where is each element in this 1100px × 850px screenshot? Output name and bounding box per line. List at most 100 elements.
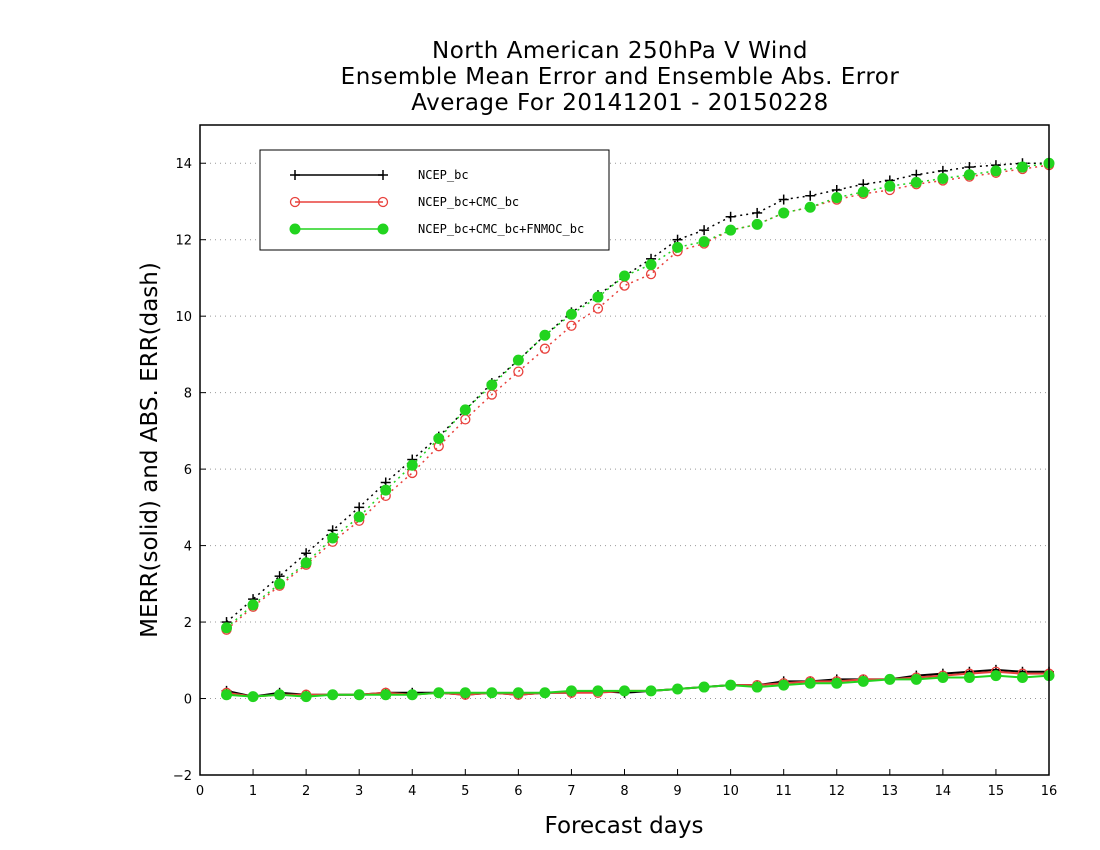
abs-error-point [539, 343, 551, 354]
abs-error-point [1016, 161, 1028, 173]
abs-error-point [751, 218, 763, 230]
abs-error-point [698, 236, 710, 248]
legend-entry: NCEP_bc [290, 168, 469, 182]
mean-error-point [831, 677, 843, 689]
mean-error-point [1016, 672, 1028, 683]
mean-error-point [698, 681, 710, 693]
abs-error-line [226, 162, 1050, 629]
legend-entry: NCEP_bc+CMC_bc+FNMOC_bc [289, 222, 584, 236]
legend-marker [377, 223, 389, 235]
abs-error-point [327, 532, 339, 544]
mean-error-point [937, 672, 949, 683]
y-tick-label: 14 [175, 157, 192, 172]
mean-error-point [274, 689, 286, 701]
mean-error-point [592, 685, 604, 697]
abs-error-point [831, 192, 843, 204]
abs-error-point [963, 169, 975, 181]
mean-error-point [857, 675, 869, 687]
grid-lines [200, 162, 1049, 776]
abs-error-point [645, 259, 657, 271]
abs-error-point [353, 511, 365, 523]
x-tick-label: 10 [722, 784, 739, 799]
x-tick-label: 0 [196, 784, 204, 799]
mean-error-line [226, 668, 1049, 698]
legend-marker [378, 170, 388, 180]
y-tick-label: 10 [175, 310, 192, 325]
abs-error-point [910, 176, 922, 188]
abs-error-point [301, 548, 312, 559]
chart-title-line-1: North American 250hPa V Wind [432, 38, 808, 64]
mean-error-point [433, 687, 445, 699]
legend: NCEP_bc NCEP_bc+CMC_bc NCEP_bc+CMC_bc+FNMO… [259, 149, 610, 251]
legend-label: NCEP_bc [418, 168, 469, 182]
abs-error-point [857, 186, 869, 198]
mean-error-point [672, 683, 684, 695]
abs-error-point [804, 201, 816, 213]
abs-error-point [513, 366, 524, 377]
abs-error-point [619, 270, 630, 282]
x-tick-label: 15 [988, 784, 1005, 799]
mean-error-point [910, 673, 922, 685]
legend-marker [377, 196, 389, 208]
mean-error-point [247, 691, 259, 703]
mean-error-point [353, 689, 365, 701]
abs-error-point [619, 280, 630, 291]
mean-error-point [645, 685, 657, 697]
abs-error-point [805, 190, 816, 201]
legend-label: NCEP_bc+CMC_bc+FNMOC_bc [418, 222, 584, 236]
abs-error-point [592, 303, 604, 314]
mean-error-point [406, 689, 418, 701]
x-tick-label: 9 [673, 784, 681, 799]
y-tick-label: 6 [184, 463, 192, 478]
x-tick-label: 8 [620, 784, 628, 799]
legend-box [259, 149, 610, 251]
mean-error-line [226, 674, 1050, 698]
legend-marker [290, 170, 300, 180]
mean-error-point [884, 673, 896, 685]
abs-error-line [226, 162, 1049, 623]
x-tick-label: 5 [461, 784, 469, 799]
y-tick-label: 12 [175, 234, 192, 249]
x-tick-label: 16 [1041, 784, 1058, 799]
abs-error-point [433, 433, 445, 445]
abs-error-point [725, 224, 737, 236]
chart-title-line-3: Average For 20141201 - 20150228 [411, 90, 829, 116]
abs-error-point [566, 320, 577, 331]
x-tick-label: 11 [775, 784, 792, 799]
abs-error-point [565, 308, 577, 320]
y-tick-label: −2 [173, 769, 192, 784]
abs-error-point [300, 557, 312, 569]
legend-marker [289, 223, 301, 235]
y-tick-label: 8 [184, 387, 192, 402]
x-tick-label: 14 [935, 784, 952, 799]
legend-marker [289, 196, 301, 208]
mean-error-point [459, 687, 471, 699]
abs-error-point [778, 194, 789, 205]
series-2 [221, 157, 1055, 703]
x-tick-label: 2 [302, 784, 310, 799]
x-tick-label: 1 [249, 784, 257, 799]
abs-error-point [247, 599, 259, 611]
mean-error-point [619, 685, 630, 697]
x-tick-label: 3 [355, 784, 363, 799]
abs-error-point [699, 225, 710, 236]
abs-error-point [486, 379, 498, 391]
mean-error-point [512, 687, 524, 699]
x-tick-label: 7 [567, 784, 575, 799]
mean-error-point [751, 681, 763, 693]
mean-error-point [486, 687, 498, 699]
mean-error-point [804, 677, 816, 689]
mean-error-point [565, 685, 577, 697]
x-tick-label: 4 [408, 784, 416, 799]
mean-error-point [327, 689, 339, 701]
y-tick-label: 0 [184, 693, 192, 708]
mean-error-point [539, 687, 551, 699]
abs-error-point [645, 268, 657, 280]
abs-error-point [512, 354, 524, 366]
mean-error-point [221, 689, 233, 701]
mean-error-point [380, 689, 392, 701]
abs-error-point [459, 404, 471, 416]
x-tick-label: 12 [828, 784, 845, 799]
